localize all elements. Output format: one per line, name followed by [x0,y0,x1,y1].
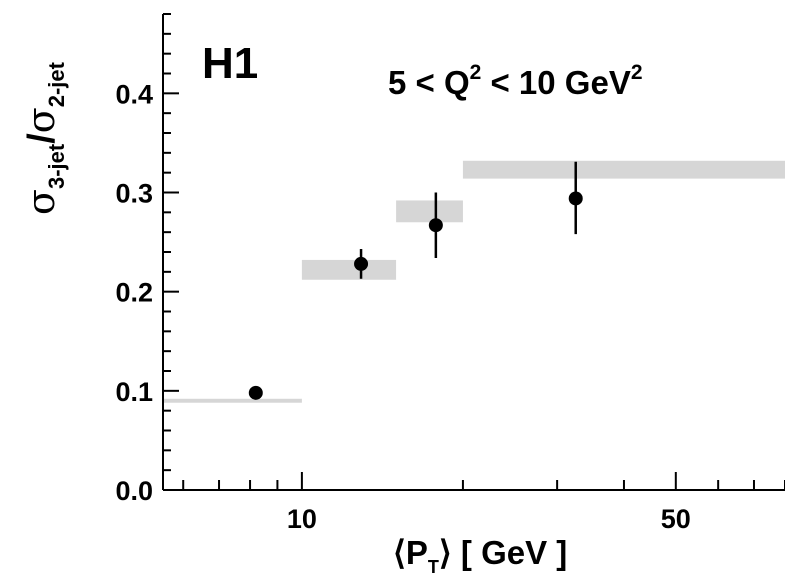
y-axis-label-sigma2: σ [19,107,63,133]
y-axis-label: σ3-jet/σ2-jet [19,61,69,215]
x-axis-label-open: ⟨P [393,534,428,571]
y-axis-label-sub2: 2-jet [44,61,69,107]
y-tick-label-4: 0.4 [115,79,153,109]
y-axis-label-sub1: 3-jet [44,143,69,189]
y-tick-label-2: 0.2 [115,278,153,308]
data-point-2 [428,218,443,233]
y-tick-label-3: 0.3 [115,179,153,209]
x-axis-label-sub: T [428,557,439,576]
band-0 [163,398,302,403]
region-label-exp1: 2 [470,61,482,84]
region-label-middle: < 10 GeV [481,64,631,101]
region-label-exp2: 2 [631,61,643,84]
ticks: 0.0 0.1 0.2 0.3 0.4 10 50 [115,13,785,534]
y-axis-label-sigma1: σ [19,189,63,215]
x-tick-label-0: 10 [287,504,317,534]
y-tick-label-1: 0.1 [115,377,153,407]
data-point-3 [568,191,583,206]
region-label-prefix: 5 < Q [388,64,470,101]
data-points [248,161,583,400]
band-1 [301,259,397,280]
region-label: 5 < Q2 < 10 GeV2 [388,61,643,101]
x-axis-label: ⟨PT⟩ [ GeV ] [393,534,567,576]
band-3 [462,160,785,179]
y-axis-label-slash: / [21,133,63,144]
data-point-0 [248,385,263,400]
band-2 [396,200,463,223]
x-axis-label-close: ⟩ [ GeV ] [439,534,567,571]
x-tick-label-1: 50 [661,504,691,534]
experiment-label: H1 [202,39,258,88]
y-tick-label-0: 0.0 [115,476,153,506]
data-point-1 [354,256,369,271]
prediction-bands [163,160,785,403]
